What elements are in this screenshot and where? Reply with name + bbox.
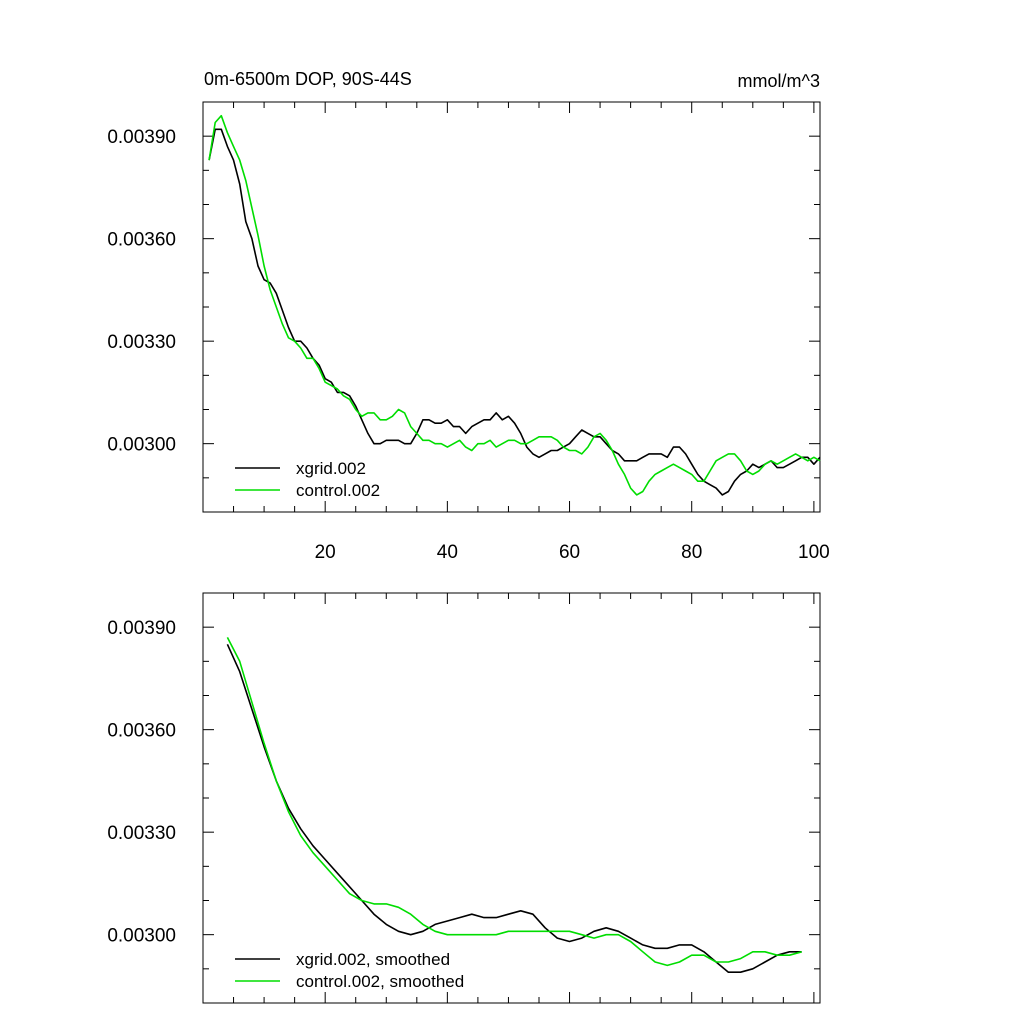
bottom-panel: 0.00300 0.00330 0.00360 0.00390 xgrid.002, s… — [107, 592, 821, 1004]
bottom-legend-label-xgrid: xgrid.002, smoothed — [296, 950, 450, 969]
top-panel-title: 0m-6500m DOP, 90S-44S — [204, 69, 412, 89]
top-panel-units: mmol/m^3 — [738, 71, 820, 91]
bottom-y-tick-label: 0.00300 — [107, 926, 176, 947]
top-series-line-xgrid — [208, 128, 821, 496]
top-x-tick-label: 60 — [559, 542, 580, 563]
top-x-tick-label: 20 — [315, 542, 336, 563]
top-legend-label-xgrid: xgrid.002 — [296, 459, 366, 478]
top-y-tick-label: 0.00330 — [107, 332, 176, 353]
bottom-y-tick-label: 0.00390 — [107, 618, 176, 639]
bottom-y-tick-label: 0.00360 — [107, 721, 176, 742]
bottom-series-line-xgrid — [226, 643, 802, 974]
top-legend-label-control: control.002 — [296, 481, 380, 500]
top-y-tick-label: 0.00300 — [107, 435, 176, 456]
top-x-tick-label: 40 — [437, 542, 458, 563]
top-y-tick-label: 0.00360 — [107, 230, 176, 251]
top-y-tick-label: 0.00390 — [107, 127, 176, 148]
bottom-legend-label-control: control.002, smoothed — [296, 972, 464, 991]
top-x-tick-label: 100 — [798, 542, 830, 563]
bottom-y-tick-label: 0.00330 — [107, 823, 176, 844]
top-x-tick-label: 80 — [681, 542, 702, 563]
top-panel: 0m-6500m DOP, 90S-44S mmol/m^3 0.00300 0.… — [107, 69, 829, 563]
bottom-series-line-control — [226, 637, 802, 967]
top-series-line-control — [208, 114, 821, 496]
